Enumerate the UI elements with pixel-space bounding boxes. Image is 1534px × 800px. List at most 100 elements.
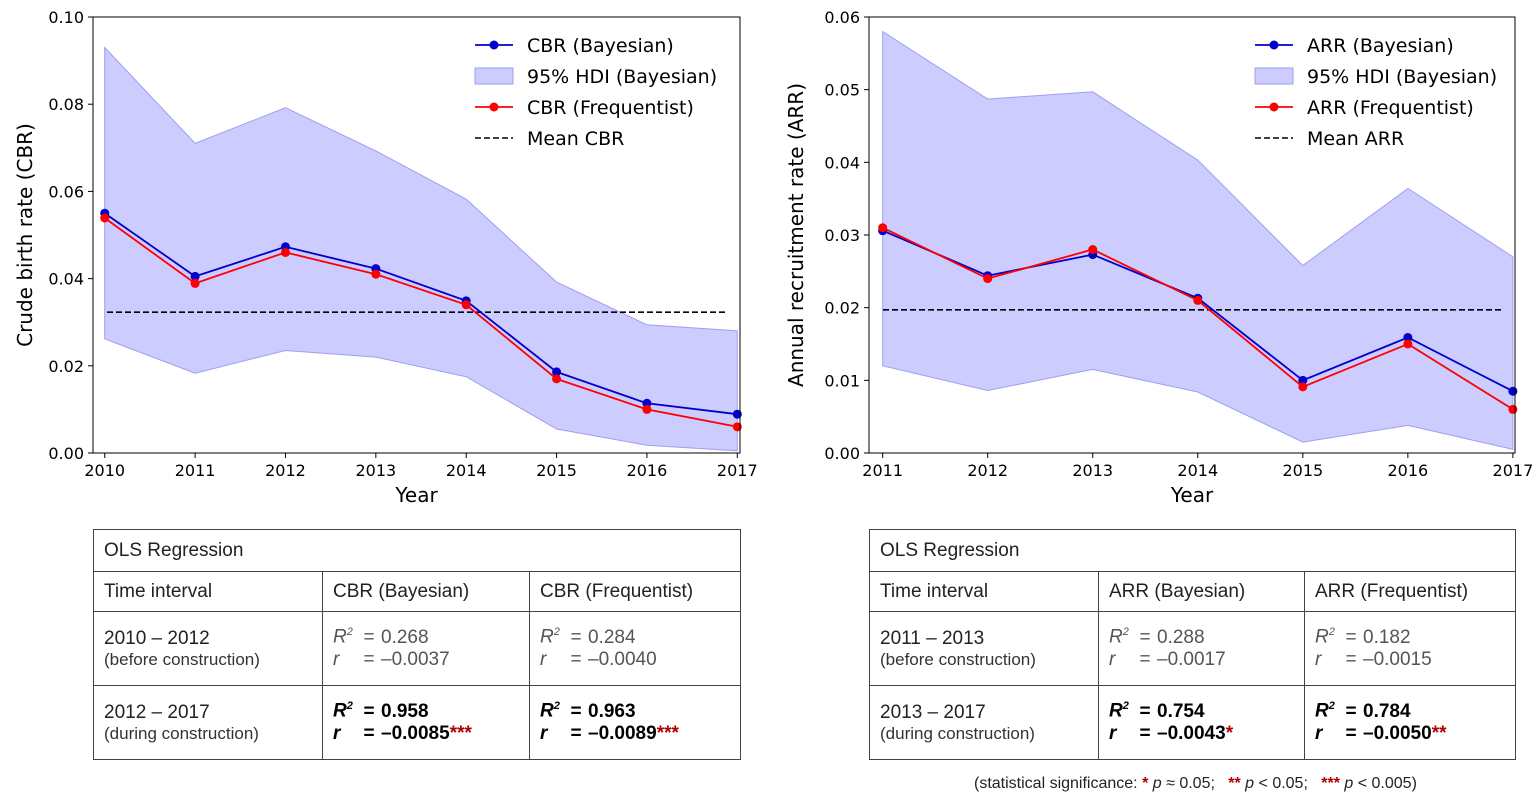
interval-note: (before construction) [880, 649, 1036, 669]
header-arr-bayesian: ARR (Bayesian) [1098, 572, 1304, 611]
legend-mean-label: Mean CBR [527, 128, 624, 150]
r2-symbol: R [1109, 700, 1123, 722]
r2-symbol: R [1315, 626, 1329, 648]
equals-sign: = [363, 722, 375, 744]
data-point [190, 271, 200, 281]
significance-footnote: (statistical significance: * p ≈ 0.05; *… [974, 775, 1417, 793]
equals-sign: = [570, 626, 582, 648]
y-tick-label: 0.05 [824, 81, 860, 100]
x-axis-label: Year [394, 483, 438, 507]
r-symbol: r [1109, 722, 1117, 744]
equals-sign: = [570, 648, 582, 670]
header-cbr-bayesian: CBR (Bayesian) [322, 572, 529, 611]
data-point [878, 223, 888, 233]
data-point [642, 404, 652, 414]
series-line-1 [104, 217, 738, 428]
x-tick-label: 2011 [175, 461, 216, 480]
y-tick-label: 0.00 [48, 444, 84, 463]
y-tick-label: 0.02 [48, 357, 84, 376]
footnote-text-1: ≈ 0.05; [1161, 775, 1215, 792]
y-tick-label: 0.04 [824, 153, 860, 172]
table-row: 2013 – 2017 (during construction) R2 = 0.7… [870, 685, 1515, 759]
equals-sign: = [1139, 648, 1151, 670]
legend-bayesian-label: ARR (Bayesian) [1307, 35, 1454, 57]
r-symbol: r [540, 648, 547, 670]
data-point [461, 300, 471, 310]
r-value: –0.0043 [1157, 722, 1226, 744]
footnote-p: p [1152, 775, 1162, 792]
data-point [1298, 375, 1308, 385]
significance-stars: ** [1431, 722, 1447, 744]
data-point [1508, 404, 1518, 414]
legend-bayesian-marker [1269, 40, 1279, 50]
interval-label: 2011 – 2013 [880, 627, 985, 649]
cbr-chart: 0.00 0.02 0.04 0.06 0.08 0.10 2010 2011 2012 2013… [13, 8, 758, 507]
y-axis-label: Annual recruitment rate (ARR) [784, 83, 808, 387]
footnote-text-3: < 0.005) [1353, 775, 1417, 792]
equals-sign: = [1139, 700, 1151, 722]
r-symbol: r [1315, 722, 1323, 744]
data-point [280, 247, 290, 257]
r2-power: 2 [346, 626, 353, 639]
r2-value: 0.284 [588, 626, 636, 648]
legend-mean-label: Mean ARR [1307, 128, 1404, 150]
header-arr-frequentist: ARR (Frequentist) [1304, 572, 1515, 611]
equals-sign: = [363, 626, 375, 648]
x-tick-label: 2015 [1282, 461, 1323, 480]
y-axis-label: Crude birth rate (CBR) [13, 123, 37, 347]
y-tick-label: 0.06 [48, 182, 84, 201]
data-point [552, 374, 562, 384]
interval-note: (during construction) [880, 723, 1035, 743]
x-tick-label: 2013 [1072, 461, 1113, 480]
r2-power: 2 [553, 700, 560, 713]
r2-value: 0.288 [1157, 626, 1205, 648]
equals-sign: = [570, 700, 582, 722]
data-point [371, 269, 381, 279]
legend-frequentist-marker [1269, 102, 1279, 112]
hdi-band [104, 46, 738, 452]
cbr-regression-table: OLS Regression Time interval CBR (Bayesi… [93, 529, 741, 760]
r2-value: 0.182 [1363, 626, 1411, 648]
data-point [1193, 295, 1203, 305]
r-value: –0.0017 [1157, 648, 1226, 670]
r2-power: 2 [1328, 626, 1335, 639]
interval-note: (before construction) [104, 649, 260, 669]
x-tick-label: 2012 [265, 461, 306, 480]
r-value: –0.0089 [588, 722, 657, 744]
r2-value: 0.958 [381, 700, 429, 722]
equals-sign: = [1345, 648, 1357, 670]
data-point [100, 213, 110, 223]
r2-value: 0.784 [1363, 700, 1411, 722]
r2-symbol: R [540, 700, 554, 722]
data-point [1088, 245, 1098, 255]
data-point [1403, 339, 1413, 349]
data-point [1508, 386, 1518, 396]
r2-power: 2 [553, 626, 560, 639]
y-tick-label: 0.10 [48, 8, 84, 27]
r-symbol: r [333, 648, 340, 670]
equals-sign: = [1345, 722, 1357, 744]
legend-frequentist-label: CBR (Frequentist) [527, 97, 694, 119]
r2-value: 0.268 [381, 626, 429, 648]
x-axis-label: Year [1170, 483, 1214, 507]
table-row: 2012 – 2017 (during construction) R2 = 0.9… [94, 685, 740, 759]
significance-stars: *** [656, 722, 679, 744]
r-value: –0.0015 [1363, 648, 1432, 670]
footnote-star-1: * [1142, 775, 1149, 792]
r2-power: 2 [1122, 700, 1129, 713]
footnote-prefix: (statistical significance: [974, 775, 1143, 792]
y-tick-label: 0.06 [824, 8, 860, 27]
legend-frequentist-marker [489, 102, 499, 112]
legend-hdi-label: 95% HDI (Bayesian) [527, 66, 717, 88]
data-point [1298, 382, 1308, 392]
x-tick-label: 2012 [967, 461, 1008, 480]
x-tick-label: 2016 [627, 461, 668, 480]
arr-chart: 0.00 0.01 0.02 0.03 0.04 0.05 0.06 2011 2012 2013… [784, 8, 1533, 507]
r-symbol: r [1109, 648, 1116, 670]
r2-symbol: R [540, 626, 554, 648]
r2-symbol: R [1109, 626, 1123, 648]
equals-sign: = [1139, 626, 1151, 648]
equals-sign: = [363, 700, 375, 722]
legend-bayesian-marker [489, 40, 499, 50]
significance-stars: *** [449, 722, 472, 744]
